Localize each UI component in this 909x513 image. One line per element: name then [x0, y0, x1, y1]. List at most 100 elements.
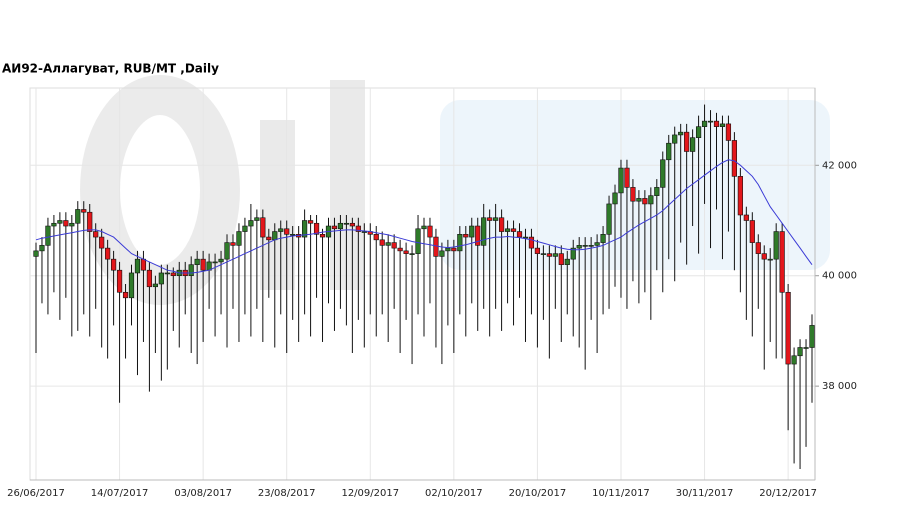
candle-body [105, 247, 111, 260]
x-tick-label: 02/10/2017 [425, 488, 483, 499]
candle-body [373, 234, 379, 241]
candle-body [122, 291, 129, 299]
candle-body [767, 258, 773, 261]
candle-body [785, 291, 791, 365]
candle-body [803, 347, 809, 349]
candle-body [504, 228, 511, 232]
candle-body [158, 272, 164, 285]
candle-body [654, 187, 660, 196]
candle-body [403, 250, 409, 254]
candle-body [582, 245, 588, 247]
candle-body [684, 131, 690, 152]
candle-body [427, 225, 433, 238]
candle-body [546, 253, 552, 257]
candle-body [379, 239, 385, 246]
candle-body [230, 242, 236, 246]
candle-body [457, 234, 463, 252]
candle-body [487, 217, 493, 221]
candle-body [636, 198, 642, 202]
candle-body [242, 225, 248, 232]
candle-body [116, 269, 123, 293]
x-tick-label: 20/10/2017 [509, 488, 567, 499]
candle-body [200, 258, 206, 271]
candle-body [93, 231, 99, 238]
x-tick-label: 26/06/2017 [7, 488, 65, 499]
candle-body [695, 126, 702, 138]
candle-body [648, 195, 654, 205]
candle-body [439, 250, 445, 257]
chart-title: АИ92-Аллагуват, RUB/MT ,Daily [2, 62, 219, 76]
candle-body [290, 234, 296, 236]
candle-body [469, 225, 475, 238]
candle-body [260, 217, 266, 238]
candle-body [57, 220, 63, 224]
candle-body [284, 228, 290, 235]
candle-body [99, 236, 105, 249]
candle-body [761, 253, 767, 260]
candle-body [660, 159, 666, 188]
candle-body [743, 214, 749, 221]
candle-body [630, 187, 636, 202]
candle-body [313, 222, 320, 235]
candle-body [39, 245, 45, 252]
candle-body [421, 225, 427, 230]
candle-body [307, 220, 314, 224]
candle-body [433, 236, 439, 257]
candle-body [481, 217, 487, 246]
x-tick-label: 30/11/2017 [676, 488, 734, 499]
x-tick-label: 12/09/2017 [341, 488, 399, 499]
candle-body [266, 236, 272, 241]
candle-body [773, 231, 779, 260]
candle-body [701, 120, 708, 127]
candle-body [45, 225, 51, 246]
candle-body [713, 120, 720, 127]
candle-body [475, 225, 481, 246]
candle-body [337, 222, 344, 230]
x-tick-label: 03/08/2017 [174, 488, 232, 499]
candle-body [278, 228, 284, 232]
candle-body [564, 258, 570, 265]
candle-body [409, 253, 415, 255]
candle-body [170, 272, 176, 277]
candle-body [498, 217, 505, 232]
candle-body [612, 192, 618, 205]
candle-body [397, 247, 403, 252]
candle-body [248, 220, 254, 227]
candle-body [624, 167, 630, 188]
moving-average-line [35, 159, 813, 274]
candle-body [731, 140, 737, 177]
y-tick-label: 38 000 [822, 381, 857, 392]
candle-body [534, 247, 541, 254]
candle-body [618, 167, 624, 194]
candle-body [522, 236, 529, 239]
candle-body [516, 231, 523, 238]
candle-body [51, 222, 57, 227]
candle-body [576, 245, 582, 249]
candle-body [690, 137, 696, 152]
candle-body [212, 261, 218, 264]
candle-body [791, 355, 797, 365]
candle-body [594, 242, 600, 246]
candle-body [343, 222, 350, 225]
candle-body [672, 134, 678, 144]
candle-body [451, 247, 457, 252]
candle-body [809, 325, 815, 348]
candle-body [666, 142, 672, 161]
candle-body [600, 234, 606, 243]
candle-body [188, 264, 194, 277]
candle-body [493, 217, 499, 221]
candle-body [588, 245, 594, 247]
candle-body [236, 231, 242, 246]
candle-body [140, 258, 147, 271]
candle-body [69, 222, 75, 227]
candle-body [194, 258, 200, 265]
x-tick-label: 10/11/2017 [592, 488, 650, 499]
candle-body [272, 231, 278, 241]
candle-body [361, 231, 367, 233]
candle-body [415, 228, 421, 254]
x-tick-label: 20/12/2017 [759, 488, 817, 499]
candle-body [755, 242, 761, 254]
candle-body [128, 272, 135, 299]
